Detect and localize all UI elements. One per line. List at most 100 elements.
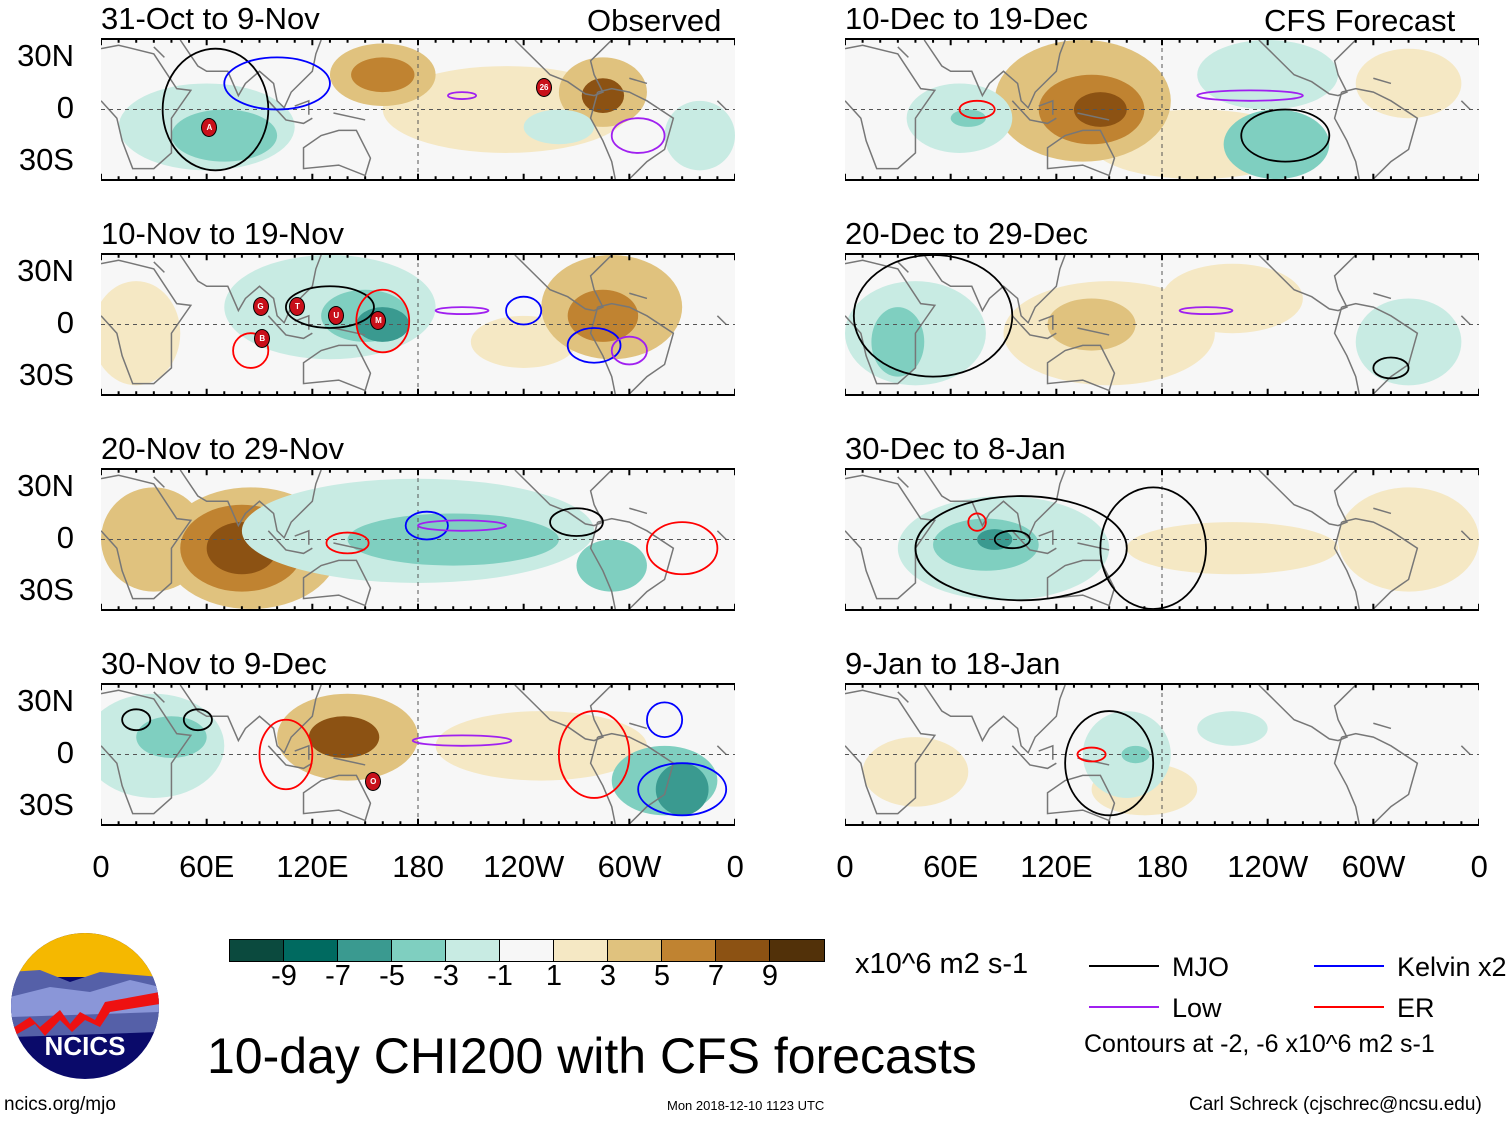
coastline xyxy=(1259,40,1356,96)
tropical-cyclone-icon: B xyxy=(254,329,271,349)
observed-header: Observed xyxy=(587,3,722,38)
coastline xyxy=(515,470,612,526)
coastline xyxy=(268,101,370,176)
coastline xyxy=(845,690,935,813)
coastline xyxy=(101,690,191,813)
anomaly-region xyxy=(308,716,380,758)
coastline xyxy=(1259,685,1356,741)
coastline xyxy=(898,262,1470,325)
longitude-label: 60E xyxy=(179,849,235,884)
latitude-label: 0 xyxy=(56,90,74,125)
er-contour xyxy=(959,101,994,118)
kel-contour xyxy=(506,297,541,325)
longitude-label: 60W xyxy=(597,849,662,884)
mjo-contour xyxy=(1373,358,1408,379)
er-contour xyxy=(647,522,717,574)
colorbar-units: x10^6 m2 s-1 xyxy=(855,948,1029,980)
longitude-label: 120W xyxy=(483,849,565,884)
colorbar-swatch xyxy=(608,940,662,961)
kel-contour xyxy=(224,57,330,109)
anomaly-region xyxy=(1073,92,1127,127)
low-contour xyxy=(1180,307,1233,314)
mjo-contour xyxy=(1241,110,1329,162)
colorbar-swatch xyxy=(284,940,338,961)
anomaly-region xyxy=(136,716,207,758)
anomaly-map xyxy=(101,685,735,824)
panel-title: 9-Jan to 18-Jan xyxy=(845,646,1061,681)
low-contour xyxy=(612,337,647,365)
er-contour xyxy=(559,711,629,798)
coastline xyxy=(924,40,1065,108)
coastline xyxy=(515,685,612,741)
colorbar-swatch xyxy=(230,940,284,961)
colorbar-label: 5 xyxy=(653,960,671,992)
map-panel xyxy=(101,468,735,611)
colorbar-label: 3 xyxy=(599,960,617,992)
legend-label: Kelvin x2 xyxy=(1397,952,1507,982)
contour-note: Contours at -2, -6 x10^6 m2 s-1 xyxy=(1084,1030,1435,1058)
longitude-label: 60E xyxy=(923,849,979,884)
coastline xyxy=(101,260,191,383)
legend-label: Low xyxy=(1172,993,1222,1023)
anomaly-region xyxy=(1162,263,1303,334)
coastline xyxy=(1012,316,1114,391)
tropical-cyclone-icon: M xyxy=(370,311,387,331)
anomaly-region xyxy=(567,289,639,342)
coastline xyxy=(180,470,321,538)
mjo-contour xyxy=(122,709,150,730)
tropical-cyclone-icon: O xyxy=(365,771,382,791)
map-panel xyxy=(845,468,1479,611)
colorbar-label: 7 xyxy=(707,960,725,992)
anomaly-region xyxy=(435,711,647,781)
anomaly-region xyxy=(664,100,735,171)
latitude-label: 30S xyxy=(18,142,74,177)
anomaly-map xyxy=(845,40,1479,179)
kel-contour xyxy=(406,512,448,540)
er-contour xyxy=(260,720,313,790)
coastline xyxy=(154,477,726,540)
tropical-cyclone-icon: G xyxy=(252,297,269,317)
tropical-cyclone-icon: A xyxy=(201,117,218,137)
anomaly-region xyxy=(1197,711,1268,746)
colorbar-label: -1 xyxy=(487,960,513,992)
site-link[interactable]: ncics.org/mjo xyxy=(4,1094,116,1115)
colorbar-swatch xyxy=(392,940,446,961)
coastline xyxy=(1012,746,1114,821)
longitude-label: 0 xyxy=(836,849,854,884)
coastline xyxy=(515,255,612,311)
panel-title: 20-Dec to 29-Dec xyxy=(845,216,1088,251)
latitude-label: 30S xyxy=(18,357,74,392)
kel-contour xyxy=(568,328,621,363)
coastline xyxy=(268,746,370,821)
er-contour xyxy=(233,333,268,368)
coastline xyxy=(268,531,370,606)
author-credit: Carl Schreck (cjschrec@ncsu.edu) xyxy=(1189,1094,1482,1115)
legend-line xyxy=(1314,965,1384,967)
er-contour xyxy=(1077,748,1105,762)
coastline xyxy=(101,45,191,168)
mjo-contour xyxy=(854,255,1013,377)
low-contour xyxy=(436,307,489,314)
latitude-label: 30N xyxy=(17,468,74,503)
coastline xyxy=(898,692,1470,755)
colorbar-swatch xyxy=(662,940,716,961)
longitude-label: 0 xyxy=(1470,849,1488,884)
anomaly-map xyxy=(101,255,735,394)
coastline xyxy=(1012,531,1114,606)
colorbar-swatch xyxy=(716,940,770,961)
mjo-contour xyxy=(550,508,603,536)
coastline xyxy=(845,45,935,168)
coastline xyxy=(154,692,726,755)
coastline xyxy=(154,47,726,110)
map-panel: O xyxy=(101,683,735,826)
mjo-contour xyxy=(915,496,1126,600)
mjo-contour xyxy=(995,531,1030,548)
colorbar-label: -3 xyxy=(433,960,459,992)
anomaly-region xyxy=(1197,40,1339,110)
longitude-label: 120E xyxy=(276,849,349,884)
latitude-label: 30N xyxy=(17,683,74,718)
latitude-label: 30N xyxy=(17,38,74,73)
legend-label: MJO xyxy=(1172,952,1229,982)
map-panel: A 26 xyxy=(101,38,735,181)
